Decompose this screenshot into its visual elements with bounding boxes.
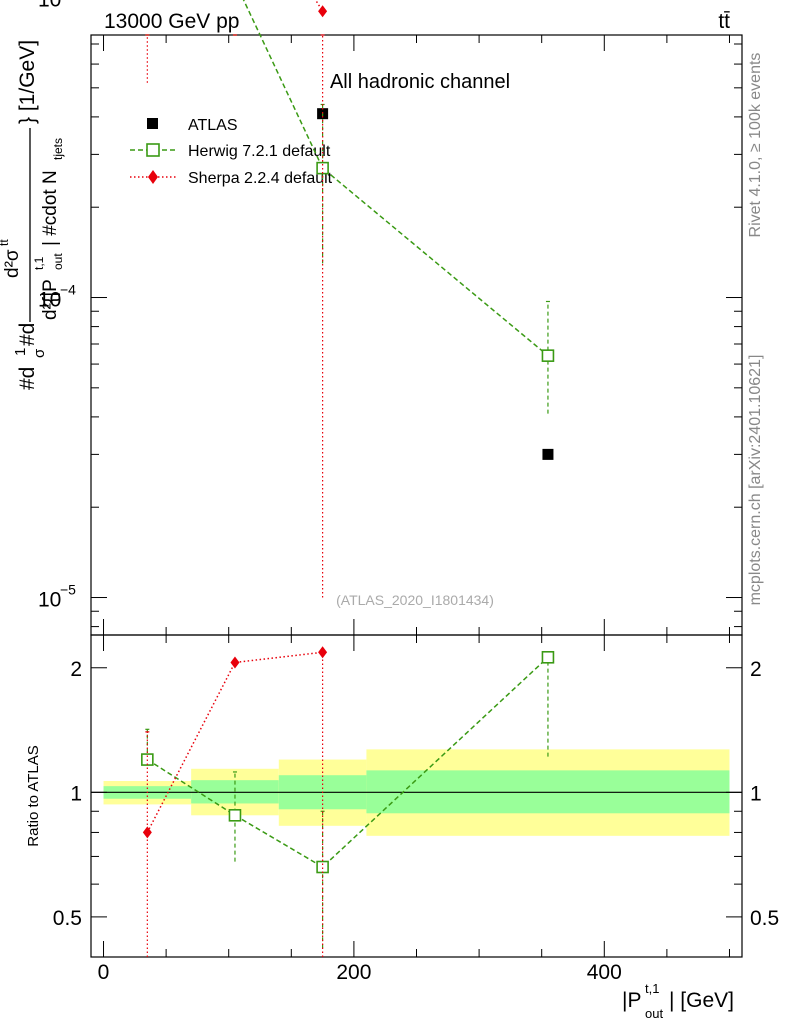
main-y-tick-base: 10 (38, 0, 61, 12)
x-tick-label: 400 (587, 961, 622, 984)
ratio-series-layer (141, 646, 555, 957)
data-point-sherpa (318, 5, 328, 18)
legend-label-sherpa: Sherpa 2.2.4 default (188, 170, 333, 187)
ratio-y-tick-label-right: 1 (750, 782, 762, 805)
ratio-tick-labels: 0.5 0.5 1 1 2 2 0 200 400 (53, 658, 779, 984)
data-point-sherpa (318, 646, 328, 659)
main-y-tick-base: 10 (38, 289, 61, 312)
legend: ATLAS Herwig 7.2.1 default Sherpa 2.2.4 … (130, 117, 333, 187)
legend-marker-sherpa (148, 170, 158, 184)
xlabel-b: | [GeV] (669, 989, 734, 1012)
ylabel-lead: 1 (12, 348, 29, 356)
x-tick-label: 200 (336, 961, 371, 984)
data-point-sherpa (230, 656, 240, 669)
ylabel-den-b: | #cdot N (40, 170, 61, 246)
ratio-y-axis-label: Ratio to ATLAS (25, 745, 42, 846)
ylabel-prefix: #d (16, 367, 39, 390)
xlabel-a: |P (622, 989, 641, 1012)
legend-marker-herwig (146, 143, 160, 157)
data-point-sherpa (142, 826, 152, 839)
legend-label-herwig: Herwig 7.2.1 default (188, 143, 331, 160)
process-label: tt̄ (718, 10, 730, 33)
ratio-y-tick-label-left: 1 (70, 782, 82, 805)
ratio-y-tick-label-right: 2 (750, 658, 762, 681)
chart-title: All hadronic channel (330, 71, 510, 93)
main-y-tick-label: 10−4 (38, 282, 76, 312)
ratio-y-tick-label-right: 0.5 (750, 907, 779, 930)
main-y-axis-label: #d 1 σ #d d²σ tt d²{|P out t,1 | #cdot N… (0, 40, 65, 390)
legend-marker-atlas (147, 118, 158, 129)
data-point-herwig (541, 650, 555, 664)
rivet-version-label: Rivet 4.1.0, ≥ 100k events (747, 53, 764, 238)
xlabel-sup: t,1 (645, 981, 659, 996)
main-series-layer (145, 0, 555, 598)
ylabel-den-sub2: tjets (51, 138, 65, 160)
ylabel-numerator: d²σ (2, 249, 23, 278)
ylabel-den-sup: t,1 (32, 256, 46, 270)
data-point-herwig (541, 349, 555, 362)
ratio-axis-ticks (91, 635, 742, 957)
data-point-atlas (542, 448, 554, 460)
main-y-tick-label: 10−5 (38, 582, 76, 612)
ylabel-sigma: σ (31, 348, 48, 358)
ratio-uncertainty-bands (91, 749, 742, 836)
analysis-watermark: (ATLAS_2020_I1801434) (336, 592, 494, 608)
xlabel-sub: out (645, 1006, 663, 1021)
ylabel-numerator-sup: tt (0, 239, 11, 246)
main-y-tick-exponent: −4 (60, 282, 76, 298)
ylabel-unit: } [1/GeV] (16, 40, 39, 124)
main-y-tick-labels: 10−510−410−310−2 (38, 0, 76, 612)
main-y-tick-exponent: −5 (60, 582, 76, 598)
x-axis-label: |P out t,1 | [GeV] (622, 981, 734, 1021)
ratio-y-tick-label-left: 0.5 (53, 907, 82, 930)
legend-label-atlas: ATLAS (188, 117, 238, 134)
main-y-tick-base: 10 (38, 589, 61, 612)
series-line (146, 656, 549, 868)
main-axis-ticks (91, 35, 742, 635)
ylabel-mid: #d (16, 323, 39, 346)
data-point-herwig (228, 809, 242, 822)
x-tick-label: 0 (98, 961, 110, 984)
ylabel-den-sub: out (51, 253, 65, 270)
ratio-y-tick-label-left: 2 (70, 658, 82, 681)
main-y-tick-label: 10−3 (38, 0, 61, 12)
energy-label: 13000 GeV pp (104, 10, 239, 33)
ylabel-den-a: d²{|P (40, 279, 61, 320)
series-line (242, 0, 549, 357)
source-label: mcplots.cern.ch [arXiv:2401.10621] (747, 355, 764, 606)
data-point-herwig (316, 860, 329, 874)
